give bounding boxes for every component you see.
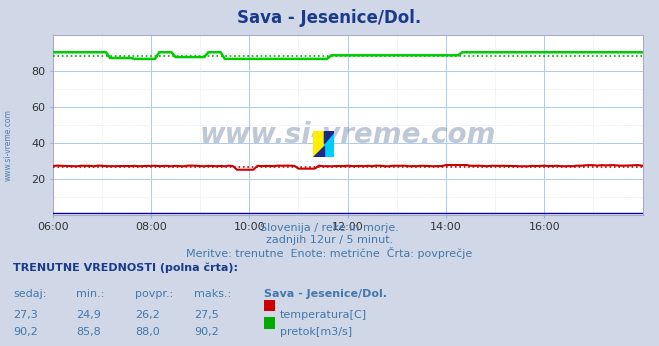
Text: sedaj:: sedaj: xyxy=(13,289,47,299)
Text: Slovenija / reke in morje.: Slovenija / reke in morje. xyxy=(260,223,399,233)
Text: pretok[m3/s]: pretok[m3/s] xyxy=(280,327,352,337)
Polygon shape xyxy=(313,146,324,157)
Text: 85,8: 85,8 xyxy=(76,327,101,337)
Text: 90,2: 90,2 xyxy=(194,327,219,337)
Text: TRENUTNE VREDNOSTI (polna črta):: TRENUTNE VREDNOSTI (polna črta): xyxy=(13,263,238,273)
Text: zadnjih 12ur / 5 minut.: zadnjih 12ur / 5 minut. xyxy=(266,235,393,245)
Polygon shape xyxy=(313,131,324,157)
Text: Meritve: trenutne  Enote: metrične  Črta: povprečje: Meritve: trenutne Enote: metrične Črta: … xyxy=(186,247,473,260)
Text: maks.:: maks.: xyxy=(194,289,232,299)
Text: 27,3: 27,3 xyxy=(13,310,38,320)
Text: Sava - Jesenice/Dol.: Sava - Jesenice/Dol. xyxy=(237,9,422,27)
Text: www.si-vreme.com: www.si-vreme.com xyxy=(4,109,13,181)
Text: 26,2: 26,2 xyxy=(135,310,160,320)
Text: 90,2: 90,2 xyxy=(13,327,38,337)
Text: 27,5: 27,5 xyxy=(194,310,219,320)
Text: www.si-vreme.com: www.si-vreme.com xyxy=(200,121,496,149)
Text: 24,9: 24,9 xyxy=(76,310,101,320)
Polygon shape xyxy=(324,131,334,143)
Text: Sava - Jesenice/Dol.: Sava - Jesenice/Dol. xyxy=(264,289,387,299)
Polygon shape xyxy=(324,131,334,157)
Text: min.:: min.: xyxy=(76,289,104,299)
Text: 88,0: 88,0 xyxy=(135,327,160,337)
Text: temperatura[C]: temperatura[C] xyxy=(280,310,367,320)
Text: povpr.:: povpr.: xyxy=(135,289,173,299)
